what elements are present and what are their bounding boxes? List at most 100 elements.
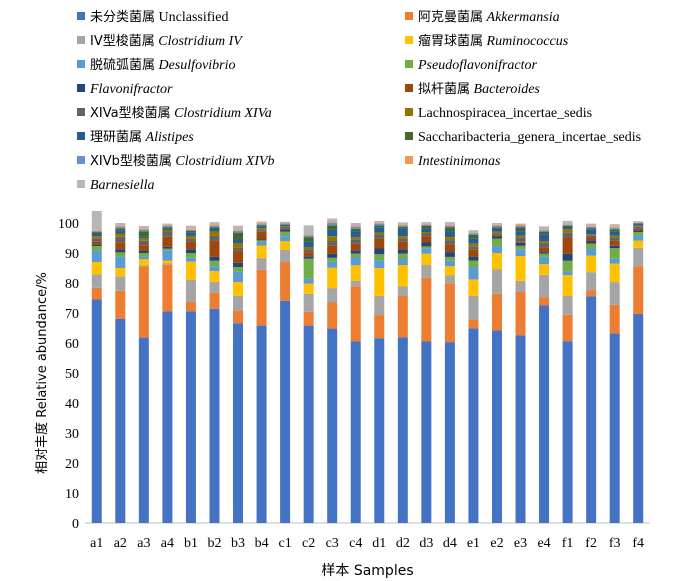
bar-segment-e4-7 bbox=[539, 247, 550, 253]
bar-segment-f3-14 bbox=[609, 224, 620, 227]
bar-segment-a3-1 bbox=[138, 266, 149, 338]
bar-segment-d2-6 bbox=[397, 249, 408, 254]
bar-segment-f1-8 bbox=[562, 232, 573, 238]
bar-segment-d3-11 bbox=[421, 226, 432, 229]
x-tick-label: b4 bbox=[255, 536, 269, 551]
bar-segment-e4-12 bbox=[539, 230, 550, 232]
bar-segment-a1-0 bbox=[91, 299, 102, 523]
bar-segment-e3-9 bbox=[515, 235, 526, 238]
bar-segment-e2-13 bbox=[491, 224, 502, 226]
bar-segment-a4-5 bbox=[162, 248, 173, 251]
bar-segment-b4-6 bbox=[256, 239, 267, 241]
x-tick-label: c3 bbox=[326, 536, 339, 551]
bar-segment-c4-0 bbox=[350, 341, 361, 523]
bar-segment-b3-12 bbox=[233, 230, 244, 233]
bar-segment-a3-14 bbox=[138, 226, 149, 229]
legend-label-zh: 理研菌属 bbox=[90, 130, 143, 145]
bar-segment-e1-7 bbox=[468, 249, 479, 257]
legend-label-zh: 拟杆菌属 bbox=[418, 82, 471, 97]
bar-segment-b1-2 bbox=[185, 280, 196, 302]
bar-segment-c3-12 bbox=[327, 222, 338, 226]
bar-segment-e1-13 bbox=[468, 232, 479, 234]
bar-segment-a1-12 bbox=[91, 231, 102, 232]
bar-segment-f1-7 bbox=[562, 237, 573, 254]
bar-segment-c4-14 bbox=[350, 223, 361, 226]
bar-segment-d4-2 bbox=[444, 275, 455, 284]
bar-segment-f4-14 bbox=[633, 221, 644, 223]
bar-segment-d3-4 bbox=[421, 248, 432, 254]
bar-segment-a4-10 bbox=[162, 229, 173, 231]
legend-item: Pseudoflavonifractor bbox=[405, 58, 537, 74]
bar-segment-b2-5 bbox=[209, 260, 220, 267]
x-tick-label: a4 bbox=[161, 536, 174, 551]
bar-segment-a1-1 bbox=[91, 287, 102, 300]
bar-segment-c2-6 bbox=[303, 256, 314, 259]
bar-segment-b2-14 bbox=[209, 222, 220, 225]
bar-segment-f2-3 bbox=[586, 255, 597, 273]
bar-segment-d3-1 bbox=[421, 277, 432, 342]
legend-swatch bbox=[77, 60, 85, 68]
bar-segment-f4-2 bbox=[633, 247, 644, 267]
bar-segment-f2-12 bbox=[586, 226, 597, 229]
bar-segment-b3-4 bbox=[233, 271, 244, 283]
legend-swatch bbox=[405, 60, 413, 68]
bar-segment-c3-6 bbox=[327, 253, 338, 258]
bar-segment-a3-10 bbox=[138, 236, 149, 239]
bar-segment-f4-1 bbox=[633, 266, 644, 314]
bar-segment-e2-4 bbox=[491, 246, 502, 253]
legend-item: XIVa型梭菌属 Clostridium XIVa bbox=[77, 106, 272, 122]
bar-segment-d1-9 bbox=[374, 232, 385, 235]
bar-segment-f4-0 bbox=[633, 313, 644, 523]
bar-segment-a3-3 bbox=[138, 259, 149, 266]
bar-segment-c1-10 bbox=[280, 224, 291, 226]
legend-label-en: Lachnospiracea_incertae_sedis bbox=[418, 106, 593, 121]
bar-segment-e4-13 bbox=[539, 229, 550, 231]
legend-item: 拟杆菌属 Bacteroides bbox=[405, 82, 540, 98]
bar-segment-b3-7 bbox=[233, 250, 244, 263]
bar-segment-d4-10 bbox=[444, 231, 455, 238]
bar-segment-a2-5 bbox=[115, 252, 126, 257]
bar-segment-a3-13 bbox=[138, 228, 149, 230]
bar-segment-e4-6 bbox=[539, 252, 550, 254]
y-axis-title: 相对丰度 Relative abundance/% bbox=[34, 272, 50, 474]
bar-segment-d4-9 bbox=[444, 237, 455, 241]
bar-segment-a1-5 bbox=[91, 246, 102, 251]
bar-segment-c3-1 bbox=[327, 302, 338, 329]
bar-segment-e1-10 bbox=[468, 238, 479, 244]
x-tick-label: c1 bbox=[278, 536, 291, 551]
bar-segment-d2-9 bbox=[397, 236, 408, 239]
bar-segment-c1-12 bbox=[280, 223, 291, 225]
bar-segment-b2-12 bbox=[209, 225, 220, 228]
bar-segment-a2-8 bbox=[115, 236, 126, 243]
bar-segment-f3-8 bbox=[609, 237, 620, 241]
bar-segment-d2-14 bbox=[397, 222, 408, 225]
y-tick-label: 30 bbox=[65, 427, 79, 442]
bar-segment-c2-1 bbox=[303, 311, 314, 326]
bar-segment-a4-4 bbox=[162, 250, 173, 261]
bar-segment-b1-6 bbox=[185, 249, 196, 253]
bar-segment-c2-4 bbox=[303, 278, 314, 284]
bar-segment-b3-0 bbox=[233, 323, 244, 523]
legend-label-en: Flavonifractor bbox=[90, 82, 173, 97]
bar-segment-c2-3 bbox=[303, 283, 314, 294]
bar-segment-d1-7 bbox=[374, 238, 385, 249]
bar-segment-a3-11 bbox=[138, 231, 149, 237]
bar-segment-d4-11 bbox=[444, 227, 455, 232]
legend-item: Barnesiella bbox=[77, 178, 155, 194]
bar-segment-f2-10 bbox=[586, 229, 597, 235]
bar-segment-d1-0 bbox=[374, 338, 385, 523]
bar-segment-a1-9 bbox=[91, 236, 102, 239]
bar-segment-e4-9 bbox=[539, 241, 550, 244]
legend-label-en: Pseudoflavonifractor bbox=[418, 58, 537, 73]
bar-segment-d1-5 bbox=[374, 254, 385, 261]
bar-segment-e3-4 bbox=[515, 249, 526, 256]
bar-segment-b2-3 bbox=[209, 271, 220, 282]
bar-segment-d2-12 bbox=[397, 225, 408, 227]
bar-segment-e2-12 bbox=[491, 226, 502, 228]
legend-label-en: Unclassified bbox=[158, 10, 229, 25]
bar-segment-e4-0 bbox=[539, 305, 550, 523]
bar-segment-c2-12 bbox=[303, 235, 314, 238]
bar-segment-e3-12 bbox=[515, 226, 526, 228]
bar-segment-e2-0 bbox=[491, 330, 502, 523]
bar-segment-c2-13 bbox=[303, 234, 314, 236]
